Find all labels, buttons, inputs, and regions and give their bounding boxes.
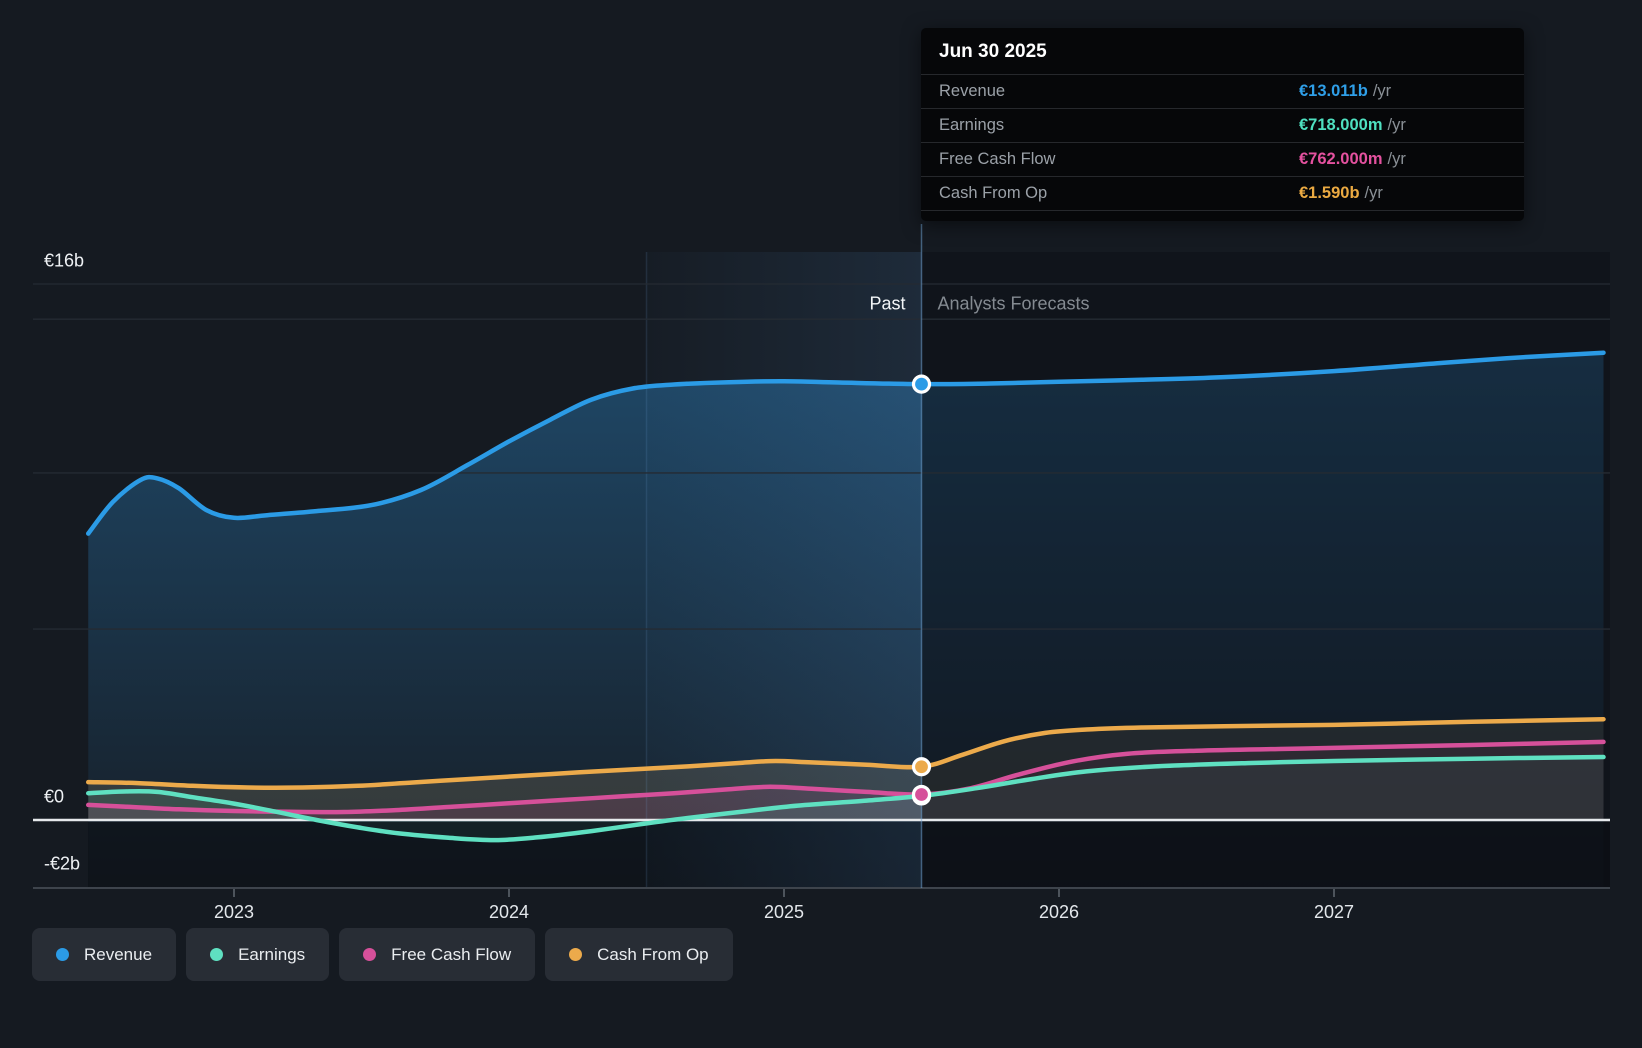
- past-section-label: Past: [869, 293, 906, 314]
- tooltip-row-fcf: Free Cash Flow €762.000m/yr: [921, 142, 1524, 176]
- tooltip-row-suffix: /yr: [1364, 184, 1383, 202]
- legend-chip-cashop[interactable]: Cash From Op: [545, 928, 733, 981]
- tooltip-rows: Revenue €13.011b/yr Earnings €718.000m/yr Fr…: [921, 74, 1524, 211]
- tooltip-row-suffix: /yr: [1387, 150, 1406, 168]
- tooltip-row-value-group: €13.011b/yr: [1299, 75, 1391, 108]
- region-overlays: [88, 252, 1610, 888]
- legend-label: Revenue: [84, 944, 153, 964]
- chart-legend: Revenue Earnings Free Cash Flow Cash From O…: [32, 928, 733, 981]
- x-axis-label-2027: 2027: [1313, 902, 1355, 922]
- marker-cashop[interactable]: [911, 757, 932, 777]
- legend-chip-revenue[interactable]: Revenue: [32, 928, 177, 981]
- tooltip-row-cashop: Cash From Op €1.590b/yr: [921, 176, 1524, 211]
- tooltip-row-value: €13.011b: [1299, 82, 1368, 100]
- series-line-revenue[interactable]: [86, 350, 1606, 536]
- legend-dot-fcf: [363, 948, 377, 961]
- hover-markers[interactable]: [911, 374, 932, 806]
- tooltip-row-value-group: €762.000m/yr: [1299, 143, 1406, 176]
- area-fill-fcf: [88, 741, 1604, 820]
- tooltip-row-value-group: €718.000m/yr: [1299, 109, 1406, 142]
- legend-dot-earnings: [210, 948, 224, 961]
- tooltip-row-label: Earnings: [939, 116, 1005, 134]
- last-12m-highlight-band: [646, 252, 922, 888]
- forecast-region-shade: [921, 252, 1610, 888]
- series-line-fcf[interactable]: [86, 739, 1606, 815]
- tooltip-row-suffix: /yr: [1387, 116, 1406, 134]
- legend-chip-earnings[interactable]: Earnings: [186, 928, 330, 981]
- legend-label: Earnings: [238, 944, 306, 964]
- tooltip-row-suffix: /yr: [1372, 82, 1392, 100]
- y-axis-label: €0: [44, 786, 65, 807]
- tooltip-row-label: Free Cash Flow: [939, 150, 1056, 168]
- x-axis-label-2026: 2026: [1038, 902, 1080, 922]
- tooltip-row-label: Cash From Op: [939, 184, 1048, 202]
- tooltip-row-earnings: Earnings €718.000m/yr: [921, 108, 1524, 142]
- legend-dot-cashop: [569, 948, 583, 961]
- tooltip-row-label: Revenue: [939, 82, 1006, 100]
- marker-fcf[interactable]: [911, 784, 932, 805]
- forecast-section-label: Analysts Forecasts: [937, 293, 1090, 314]
- tooltip-date: Jun 30 2025: [939, 41, 1047, 62]
- marker-revenue[interactable]: [911, 374, 932, 394]
- legend-chip-fcf[interactable]: Free Cash Flow: [339, 928, 536, 981]
- series-lines: [86, 350, 1606, 843]
- x-axis-label-2023: 2023: [213, 902, 255, 922]
- tooltip-row-value: €1.590b: [1299, 184, 1360, 202]
- data-tooltip: Jun 30 2025 Revenue €13.011b/yr Earnings €7…: [921, 28, 1524, 221]
- x-axis-label-2024: 2024: [488, 902, 530, 922]
- legend-label: Free Cash Flow: [391, 944, 512, 964]
- legend-dot-revenue: [56, 948, 69, 961]
- tooltip-row-value: €762.000m: [1299, 150, 1383, 168]
- tooltip-row-value-group: €1.590b/yr: [1299, 177, 1383, 210]
- tooltip-row-revenue: Revenue €13.011b/yr: [921, 74, 1524, 108]
- gridlines: [33, 224, 1610, 897]
- y-axis-label: €16b: [44, 250, 85, 271]
- x-axis-label-2025: 2025: [763, 902, 805, 922]
- series-line-earnings[interactable]: [86, 754, 1606, 843]
- tooltip-row-value: €718.000m: [1299, 116, 1383, 134]
- legend-label: Cash From Op: [597, 944, 709, 964]
- series-line-cashop[interactable]: [86, 716, 1606, 790]
- y-axis-label: -€2b: [44, 853, 81, 874]
